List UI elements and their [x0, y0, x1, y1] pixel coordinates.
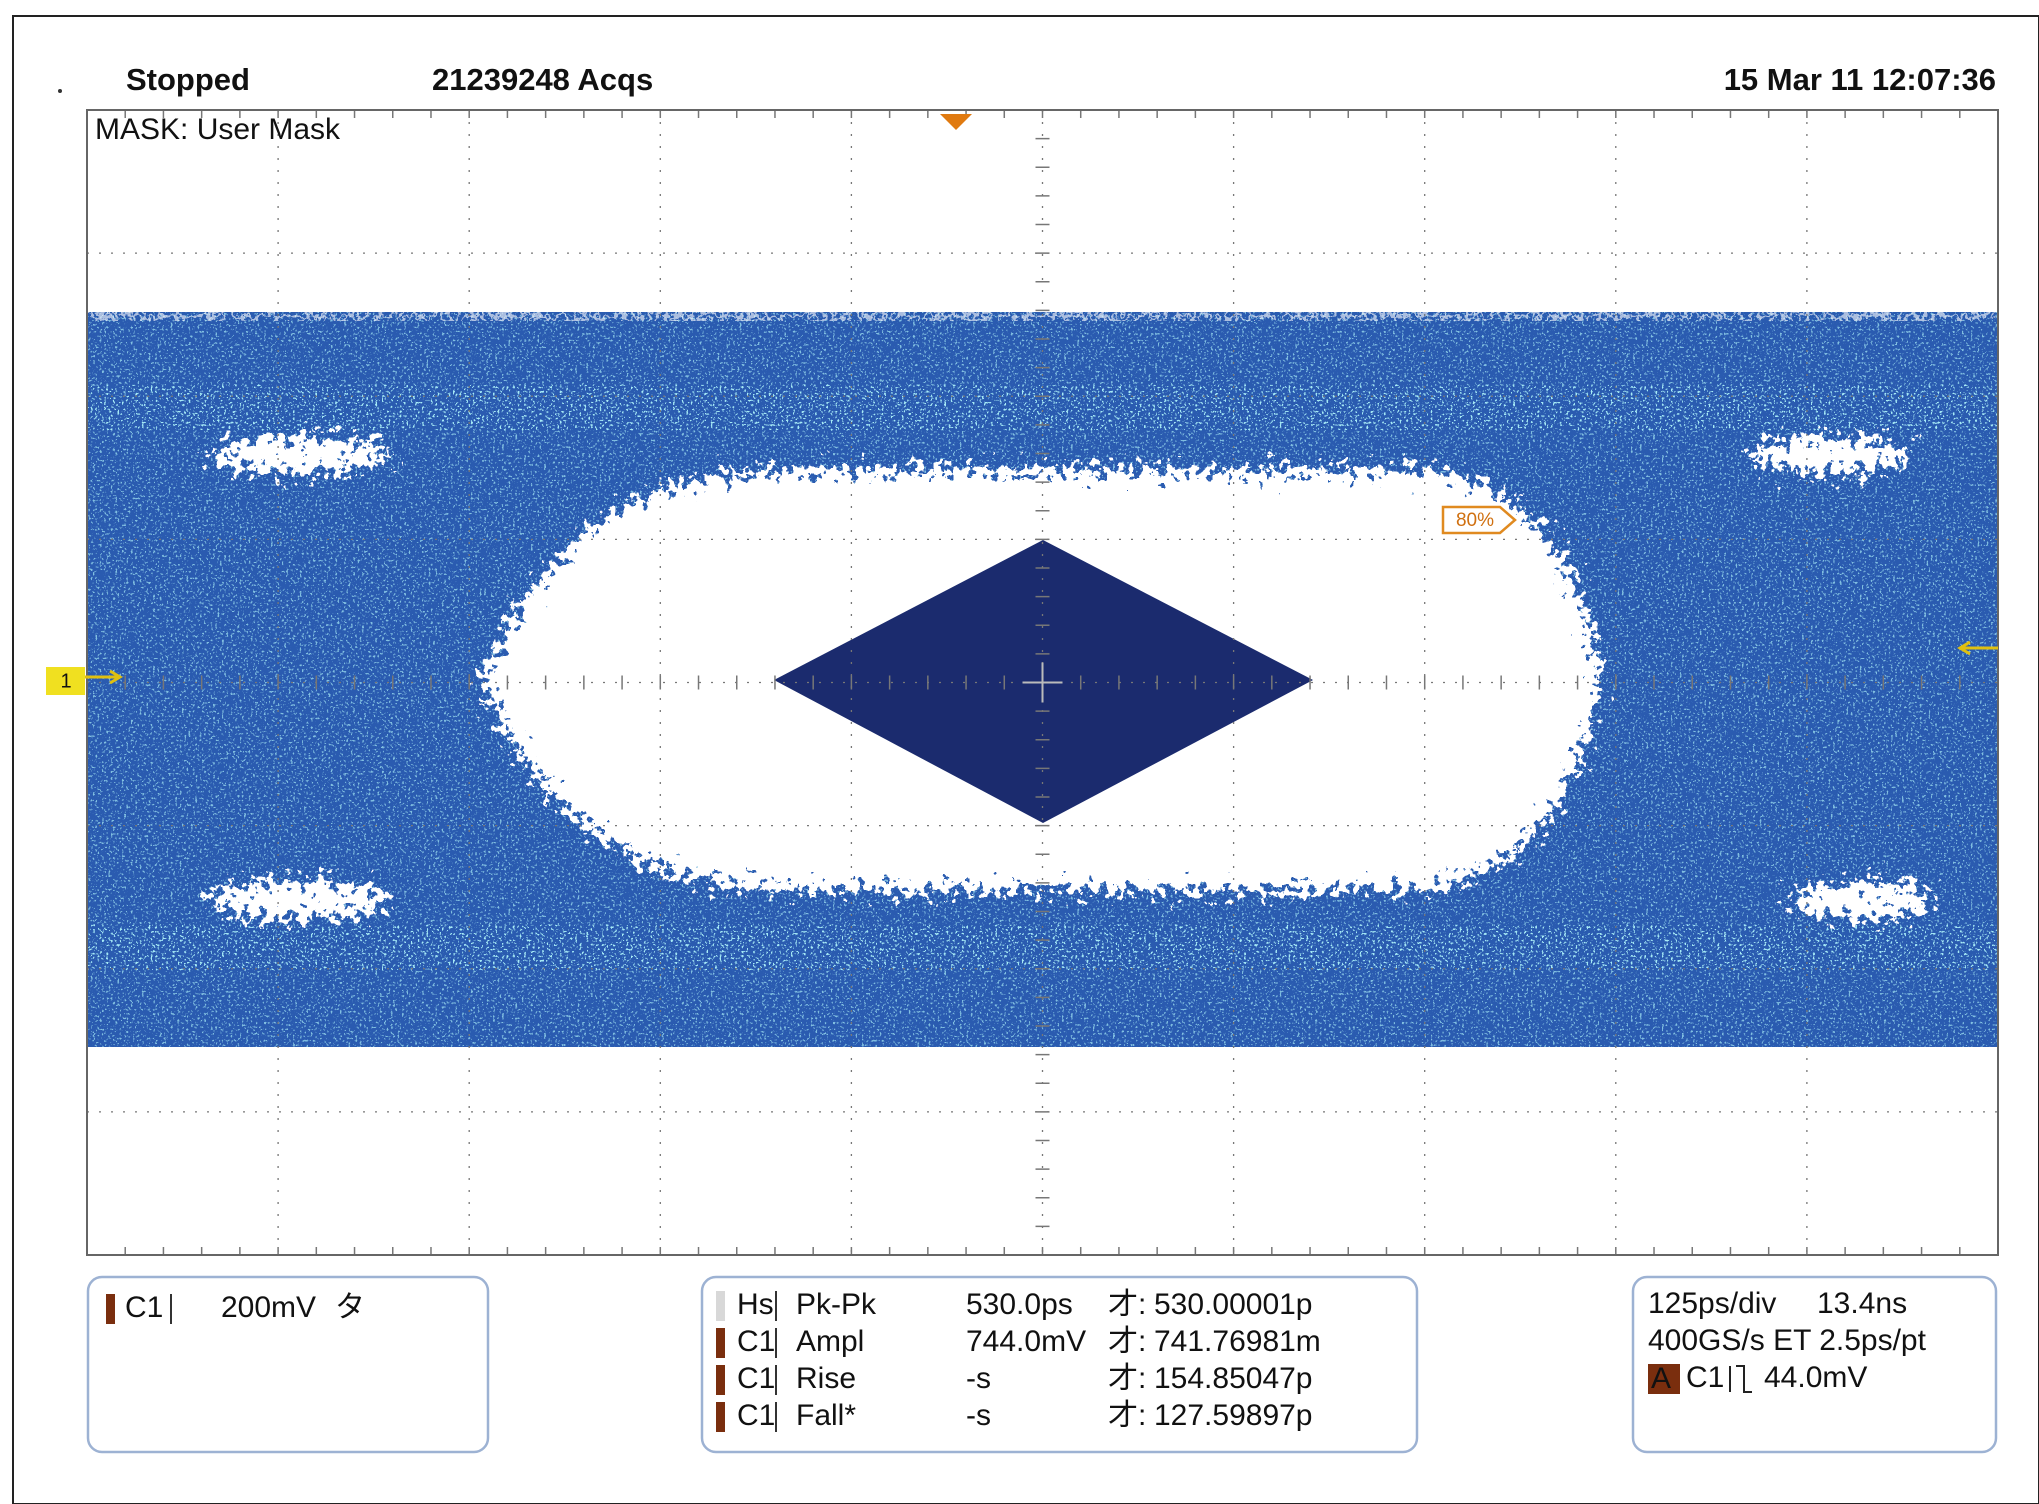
swatch [106, 1294, 115, 1324]
meas-name: Rise [796, 1362, 856, 1395]
threshold-tag: 80% [1456, 510, 1494, 531]
channel-marker: 1 [60, 670, 71, 692]
trigger-position [940, 114, 972, 130]
time-div: 125ps/div [1648, 1287, 1776, 1320]
dot [58, 89, 62, 93]
eye-gap [1790, 882, 1930, 918]
acquisitions: 21239248 Acqs [432, 62, 653, 97]
meas-stat: 127.59897p [1154, 1399, 1313, 1432]
datetime: 15 Mar 11 12:07:36 [1724, 62, 1996, 97]
meas-value: 744.0mV [966, 1325, 1086, 1358]
swatch [716, 1328, 725, 1358]
scope-screen: Stopped 21239248 Acqs 15 Mar 11 12:07:36… [0, 0, 2039, 1504]
mask-label: MASK: User Mask [95, 113, 341, 146]
delay: 13.4ns [1817, 1287, 1907, 1320]
meas-name: Pk-Pk [796, 1288, 877, 1321]
swatch [716, 1291, 725, 1321]
meas-stat-label: 才: [1108, 1325, 1146, 1358]
trigger-level: 44.0mV [1764, 1361, 1867, 1394]
meas-value: -s [966, 1362, 991, 1395]
channel-scale: 200mV [221, 1291, 316, 1324]
meas-name: Fall* [796, 1399, 856, 1432]
meas-stat: 154.85047p [1154, 1362, 1313, 1395]
meas-stat-label: 才: [1108, 1362, 1146, 1395]
meas-source: C1 [737, 1399, 775, 1432]
channel-source: C1 [125, 1291, 163, 1324]
sample-rate: 400GS/s ET 2.5ps/pt [1648, 1324, 1927, 1357]
eye-gap [210, 437, 390, 473]
swatch [716, 1365, 725, 1395]
meas-stat-label: 才: [1108, 1399, 1146, 1432]
meas-source: Hs [737, 1288, 774, 1321]
meas-stat-label: 才: [1108, 1288, 1146, 1321]
meas-name: Ampl [796, 1325, 864, 1358]
meas-stat: 530.00001p [1154, 1288, 1313, 1321]
trigger-tag: A [1651, 1362, 1671, 1395]
meas-stat: 741.76981m [1154, 1325, 1321, 1358]
channel-coupling: タ [335, 1291, 365, 1324]
meas-value: 530.0ps [966, 1288, 1073, 1321]
eye-gap [1750, 437, 1910, 473]
meas-source: C1 [737, 1362, 775, 1395]
trigger-source: C1 [1686, 1361, 1724, 1394]
swatch [716, 1402, 725, 1432]
eye-gap [210, 882, 390, 918]
meas-value: -s [966, 1399, 991, 1432]
status: Stopped [126, 62, 250, 97]
meas-source: C1 [737, 1325, 775, 1358]
